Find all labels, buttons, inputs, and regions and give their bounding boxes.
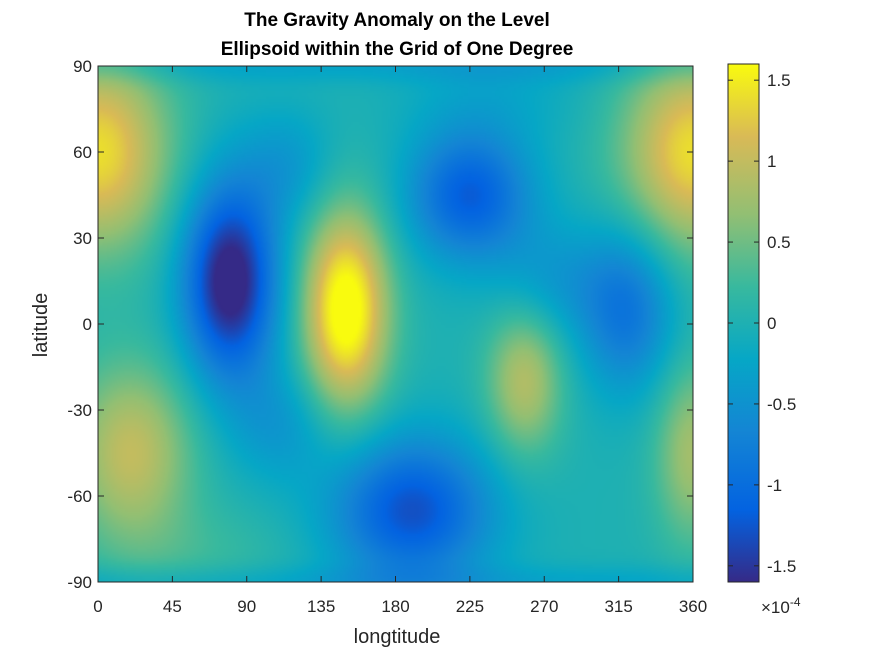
x-axis-label: longtitude [354,626,441,648]
y-axis: 90 60 30 0 -30 -60 -90 [67,57,693,592]
colorbar-gradient [728,64,759,582]
y-tick-label: -60 [67,487,92,506]
colorbar-tick-label: -1.5 [767,557,796,576]
colorbar-exponent-power: -4 [790,595,801,609]
y-tick-label: 90 [73,57,92,76]
x-tick-label: 270 [530,597,558,616]
y-tick-label: 30 [73,229,92,248]
x-tick-label: 315 [604,597,632,616]
x-tick-label: 360 [679,597,707,616]
chart-title: The Gravity Anomaly on the Level Ellipso… [221,10,574,60]
x-tick-label: 225 [456,597,484,616]
y-tick-label: 0 [83,315,92,334]
x-tick-label: 0 [93,597,102,616]
x-tick-label: 180 [381,597,409,616]
y-tick-label: 60 [73,143,92,162]
colorbar-ticks: 1.5 1 0.5 0 -0.5 -1 -1.5 [728,71,796,576]
colorbar-tick-label: 1.5 [767,71,791,90]
x-tick-label: 90 [237,597,256,616]
y-tick-label: -90 [67,573,92,592]
y-axis-label: latitude [30,293,52,358]
colorbar-tick-label: 0.5 [767,233,791,252]
colorbar-exponent-base: ×10 [761,598,790,617]
y-tick-label: -30 [67,401,92,420]
colorbar-tick-label: -1 [767,476,782,495]
colorbar-tick-label: 1 [767,152,776,171]
x-axis: 0 45 90 135 180 225 270 315 360 [93,66,707,616]
plot-area [97,65,694,583]
colorbar-exponent: ×10-4 [761,595,801,617]
colorbar-tick-label: 0 [767,314,776,333]
colorbar-tick-label: -0.5 [767,395,796,414]
x-tick-label: 45 [163,597,182,616]
colorbar: 1.5 1 0.5 0 -0.5 -1 -1.5 ×10-4 [727,63,801,617]
x-tick-label: 135 [307,597,335,616]
chart-title-line-1: The Gravity Anomaly on the Level [244,10,549,31]
chart-title-line-2: Ellipsoid within the Grid of One Degree [221,39,574,60]
heatmap-image [98,66,693,582]
